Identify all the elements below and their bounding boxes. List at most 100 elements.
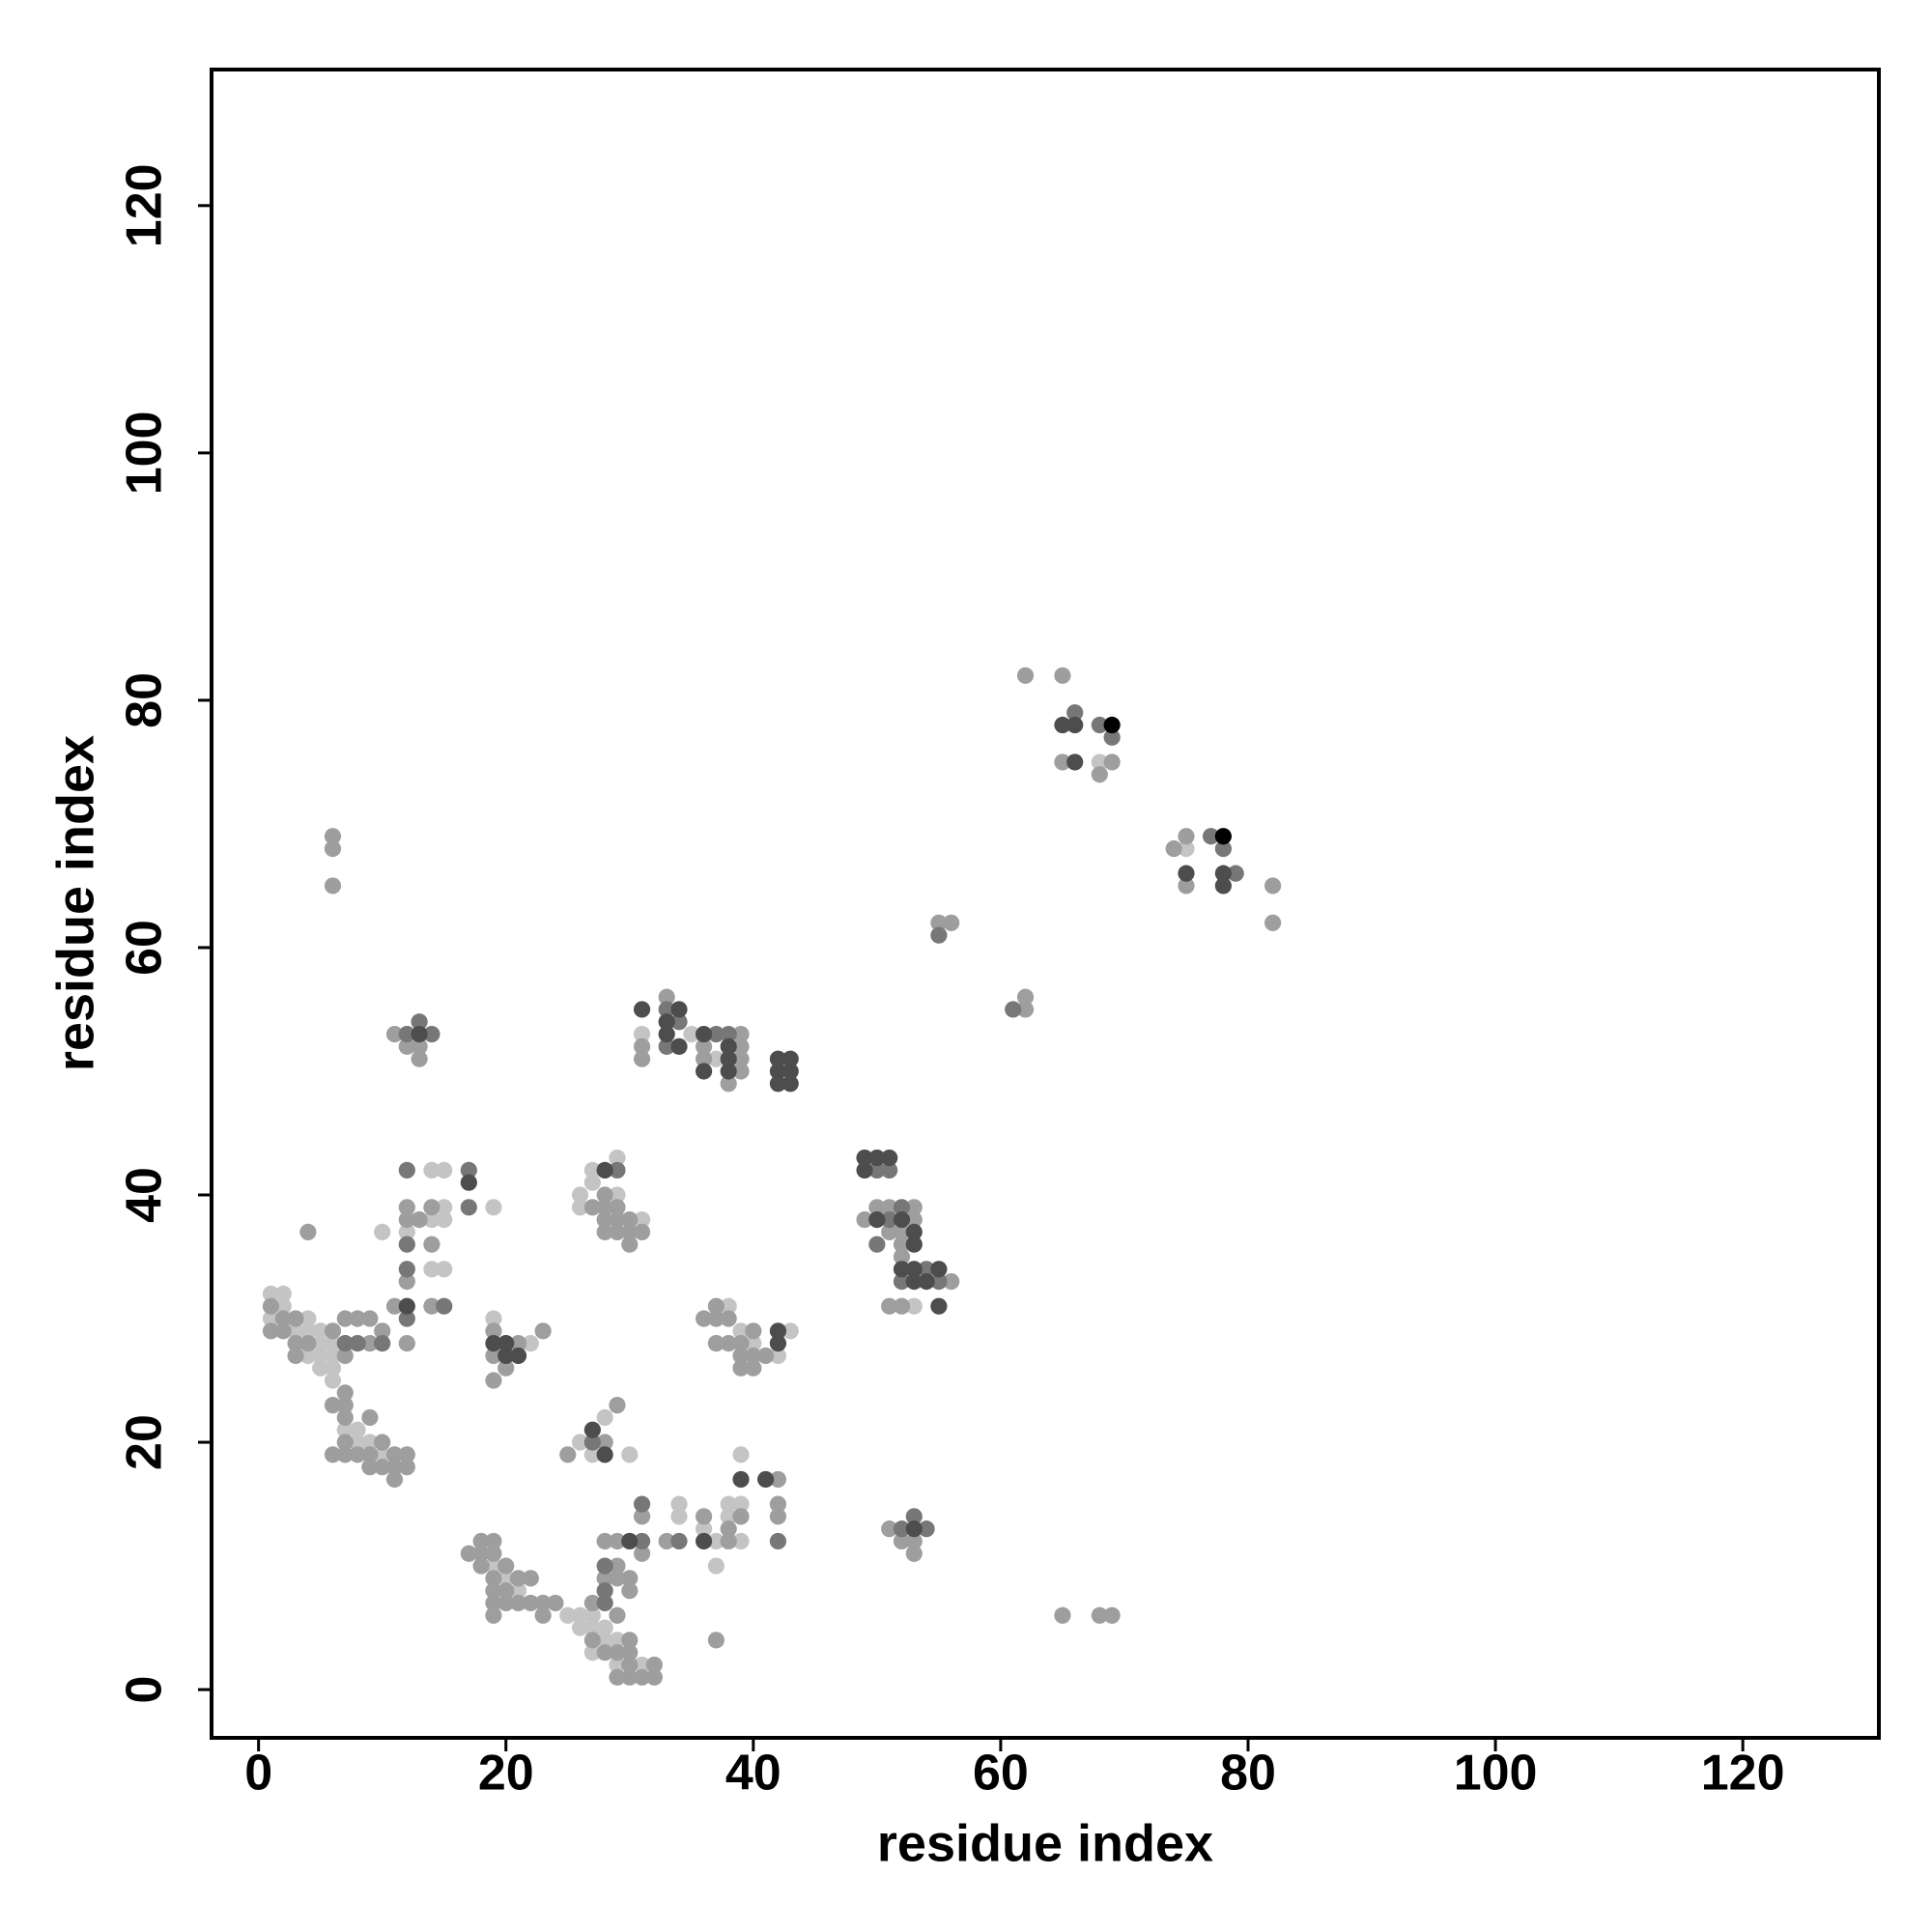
point xyxy=(374,1322,391,1340)
point xyxy=(769,1470,787,1489)
point xyxy=(732,1495,750,1513)
point xyxy=(1214,877,1232,895)
point xyxy=(336,1310,354,1327)
point xyxy=(374,1434,391,1451)
point xyxy=(1165,839,1182,858)
point xyxy=(696,1508,713,1525)
point xyxy=(361,1310,379,1327)
point xyxy=(893,1297,911,1315)
point xyxy=(732,1446,750,1463)
point xyxy=(732,1359,750,1377)
point xyxy=(423,1236,440,1253)
point xyxy=(905,1199,923,1216)
point xyxy=(571,1199,589,1216)
point xyxy=(472,1545,490,1562)
point xyxy=(583,1446,601,1463)
point xyxy=(596,1186,613,1204)
point xyxy=(596,1434,613,1451)
point xyxy=(696,1037,713,1055)
point xyxy=(893,1273,911,1291)
points xyxy=(262,667,1282,1686)
point xyxy=(621,1210,639,1229)
point xyxy=(1264,914,1282,931)
point xyxy=(658,1001,675,1018)
point xyxy=(621,1236,639,1253)
point xyxy=(658,1532,675,1550)
point xyxy=(732,1470,750,1489)
point xyxy=(324,1347,342,1365)
point xyxy=(509,1570,527,1587)
y-tick-label: 80 xyxy=(117,672,173,728)
point xyxy=(757,1347,775,1365)
point xyxy=(732,1037,750,1055)
point xyxy=(336,1335,354,1352)
point xyxy=(336,1408,354,1427)
point xyxy=(918,1273,935,1291)
point xyxy=(423,1297,440,1315)
point xyxy=(868,1210,886,1229)
point xyxy=(609,1570,626,1587)
point xyxy=(497,1582,515,1600)
point xyxy=(696,1050,713,1067)
point xyxy=(349,1335,366,1352)
point xyxy=(609,1210,626,1229)
point xyxy=(324,1446,342,1463)
point xyxy=(324,877,342,895)
point xyxy=(918,1261,935,1278)
point xyxy=(670,1001,688,1018)
point xyxy=(881,1297,898,1315)
point xyxy=(472,1557,490,1575)
point xyxy=(324,828,342,845)
point xyxy=(905,1297,923,1315)
point xyxy=(943,1273,960,1291)
point xyxy=(374,1335,391,1352)
point xyxy=(423,1261,440,1278)
point xyxy=(633,1508,651,1525)
point xyxy=(583,1594,601,1612)
point xyxy=(621,1532,639,1550)
point xyxy=(720,1037,737,1055)
point xyxy=(361,1459,379,1476)
point xyxy=(1091,1606,1108,1624)
point xyxy=(460,1161,477,1179)
point xyxy=(349,1310,366,1327)
point xyxy=(361,1434,379,1451)
point xyxy=(436,1161,453,1179)
point xyxy=(609,1532,626,1550)
point xyxy=(658,1025,675,1043)
point xyxy=(349,1446,366,1463)
point xyxy=(732,1050,750,1067)
point xyxy=(423,1199,440,1216)
point xyxy=(670,1495,688,1513)
point xyxy=(262,1285,280,1303)
point xyxy=(905,1520,923,1538)
point xyxy=(398,1210,415,1229)
point xyxy=(609,1223,626,1240)
point xyxy=(1005,1001,1022,1018)
point xyxy=(596,1557,613,1575)
point xyxy=(522,1594,539,1612)
point xyxy=(1091,753,1108,771)
point xyxy=(769,1508,787,1525)
point xyxy=(583,1434,601,1451)
point xyxy=(398,1446,415,1463)
point xyxy=(423,1210,440,1229)
point xyxy=(262,1310,280,1327)
point xyxy=(696,1532,713,1550)
point xyxy=(633,1656,651,1674)
point xyxy=(720,1063,737,1080)
point xyxy=(423,1025,440,1043)
point xyxy=(881,1210,898,1229)
point xyxy=(1178,828,1195,845)
point xyxy=(559,1606,577,1624)
point xyxy=(1214,839,1232,858)
point xyxy=(324,1335,342,1352)
point xyxy=(670,1532,688,1550)
point xyxy=(312,1335,329,1352)
point xyxy=(497,1594,515,1612)
point xyxy=(1016,988,1035,1006)
point xyxy=(621,1656,639,1674)
point xyxy=(583,1174,601,1191)
point xyxy=(745,1335,762,1352)
